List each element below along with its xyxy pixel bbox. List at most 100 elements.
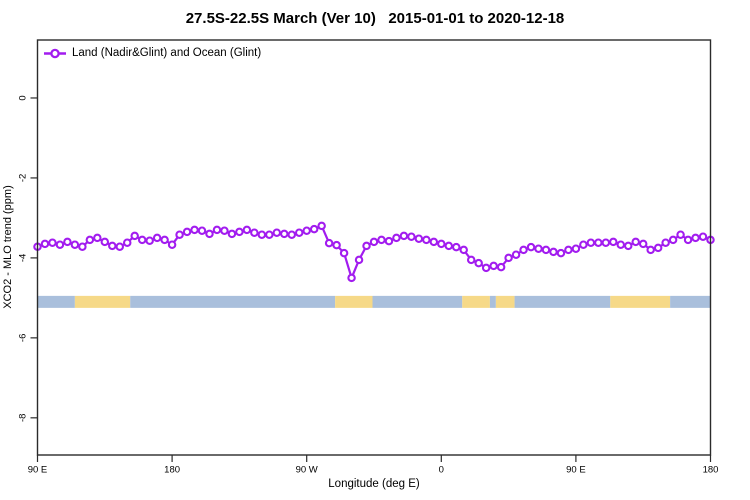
data-point-marker bbox=[481, 263, 491, 273]
data-point-marker bbox=[377, 235, 386, 245]
y-tick-label: -2 bbox=[18, 174, 29, 182]
data-point-marker bbox=[526, 242, 536, 252]
data-point-marker bbox=[459, 245, 468, 255]
data-point-marker bbox=[362, 241, 371, 251]
data-point-marker bbox=[152, 233, 162, 243]
x-tick-label: 90 W bbox=[296, 465, 318, 476]
surface-band-land bbox=[610, 295, 671, 308]
legend-key-marker-icon bbox=[50, 48, 60, 59]
data-point-marker bbox=[407, 232, 416, 241]
data-point-marker bbox=[601, 238, 611, 247]
data-point-marker bbox=[235, 227, 244, 237]
surface-band-land bbox=[74, 295, 131, 308]
data-point-marker bbox=[167, 240, 177, 249]
data-point-marker bbox=[294, 228, 304, 237]
surface-band-land bbox=[462, 295, 490, 308]
data-point-marker bbox=[354, 255, 364, 265]
data-point-marker bbox=[122, 238, 132, 247]
x-axis-label: Longitude (deg E) bbox=[328, 478, 420, 490]
data-point-marker bbox=[205, 229, 214, 239]
data-point-marker bbox=[691, 233, 700, 243]
chart-title: 27.5S-22.5S March (Ver 10) 2015-01-01 to… bbox=[185, 10, 565, 27]
data-point-marker bbox=[668, 235, 678, 245]
data-point-marker bbox=[399, 231, 409, 241]
data-point-marker bbox=[422, 235, 431, 245]
x-tick-label: 180 bbox=[164, 465, 180, 476]
data-point-marker bbox=[93, 233, 102, 243]
y-tick-label: -8 bbox=[18, 414, 29, 422]
data-point-marker bbox=[287, 230, 296, 239]
data-point-marker bbox=[137, 235, 147, 245]
data-point-marker bbox=[609, 237, 618, 247]
plot-border bbox=[36, 39, 712, 456]
data-point-marker bbox=[220, 226, 229, 235]
data-point-marker bbox=[280, 229, 289, 239]
data-point-marker bbox=[339, 248, 349, 258]
data-point-marker bbox=[541, 245, 551, 255]
data-point-marker bbox=[616, 240, 626, 249]
data-point-marker bbox=[564, 245, 573, 255]
data-point-marker bbox=[549, 247, 558, 257]
data-point-marker bbox=[594, 238, 603, 247]
x-tick-label: 90 E bbox=[28, 465, 48, 476]
data-point-marker bbox=[70, 240, 80, 249]
data-point-marker bbox=[48, 238, 57, 247]
data-point-marker bbox=[384, 236, 394, 246]
data-line bbox=[36, 224, 712, 279]
data-point-marker bbox=[698, 232, 708, 241]
surface-band-land bbox=[335, 295, 373, 308]
data-point-marker bbox=[78, 242, 87, 251]
data-point-marker bbox=[661, 238, 670, 247]
data-point-marker bbox=[369, 237, 379, 247]
y-axis-label: XCO2 - MLO trend (ppm) bbox=[2, 185, 14, 309]
data-point-marker bbox=[519, 245, 528, 255]
data-point-marker bbox=[496, 262, 506, 272]
data-point-marker bbox=[392, 233, 401, 243]
data-point-marker bbox=[55, 240, 65, 249]
legend-label: Land (Nadir&Glint) and Ocean (Glint) bbox=[72, 47, 262, 59]
data-point-marker bbox=[347, 273, 356, 283]
data-point-marker bbox=[85, 235, 95, 245]
data-point-marker bbox=[623, 241, 633, 251]
data-point-marker bbox=[332, 240, 341, 250]
data-point-marker bbox=[265, 230, 274, 239]
data-point-marker bbox=[197, 226, 207, 235]
data-point-marker bbox=[227, 229, 237, 239]
data-point-marker bbox=[145, 236, 154, 245]
data-point-marker bbox=[40, 239, 50, 249]
data-point-marker bbox=[474, 258, 483, 268]
data-point-marker bbox=[429, 237, 439, 247]
data-point-marker bbox=[444, 241, 454, 251]
data-point-marker bbox=[414, 234, 424, 243]
data-point-marker bbox=[534, 244, 543, 253]
y-tick-label: -6 bbox=[18, 334, 29, 342]
data-point-marker bbox=[182, 227, 192, 237]
data-point-marker bbox=[175, 230, 184, 239]
data-point-marker bbox=[579, 240, 588, 249]
data-point-marker bbox=[556, 248, 566, 258]
data-point-marker bbox=[631, 237, 640, 247]
data-point-marker bbox=[437, 239, 446, 249]
surface-band-ocean bbox=[372, 295, 463, 308]
y-tick-label: 0 bbox=[18, 95, 29, 100]
data-point-marker bbox=[638, 239, 648, 249]
data-point-marker bbox=[646, 245, 655, 255]
surface-band-ocean bbox=[670, 295, 711, 308]
surface-band-ocean bbox=[37, 295, 75, 308]
data-point-marker bbox=[190, 225, 199, 235]
data-point-marker bbox=[452, 242, 461, 252]
data-point-marker bbox=[317, 221, 326, 231]
surface-band-ocean bbox=[130, 295, 336, 308]
data-point-marker bbox=[250, 228, 259, 237]
x-tick-label: 0 bbox=[439, 465, 444, 476]
data-point-marker bbox=[504, 253, 513, 263]
data-point-marker bbox=[489, 261, 498, 271]
data-point-marker bbox=[302, 226, 311, 235]
surface-band-ocean bbox=[514, 295, 611, 308]
data-point-marker bbox=[272, 228, 282, 237]
surface-band-land bbox=[495, 295, 515, 308]
data-point-marker bbox=[324, 238, 334, 248]
data-point-marker bbox=[130, 231, 139, 241]
